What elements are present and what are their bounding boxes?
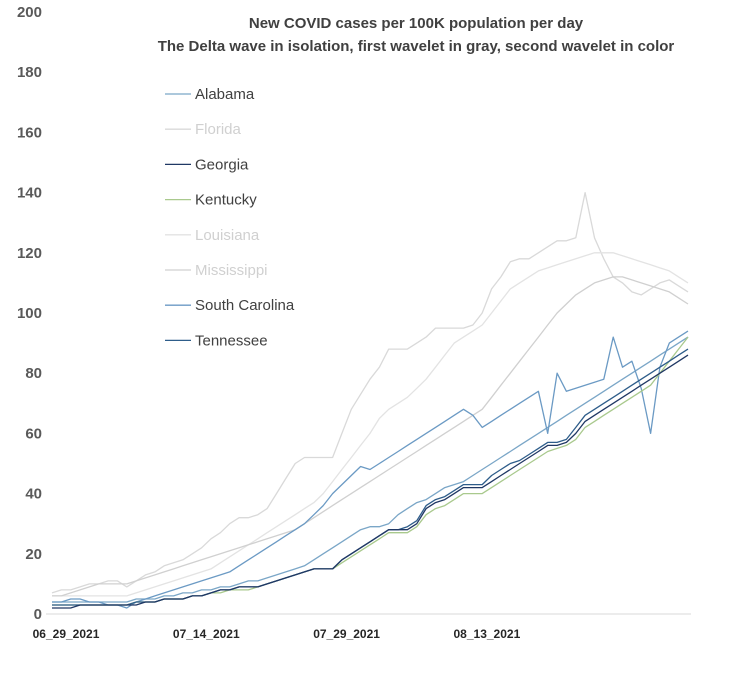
legend-label: Georgia	[195, 156, 249, 173]
series-line-south-carolina	[52, 330, 689, 609]
series-line-louisiana	[52, 252, 689, 597]
legend-label: Alabama	[195, 86, 255, 103]
y-axis: 0 20 40 60 80 100 120 140 160 180 200	[17, 4, 42, 623]
y-tick-label: 80	[25, 365, 42, 382]
legend-label: Florida	[195, 121, 242, 138]
series-line-tennessee	[52, 348, 689, 606]
y-tick-label: 140	[17, 185, 42, 202]
y-tick-label: 60	[25, 425, 42, 442]
legend-label: South Carolina	[195, 297, 295, 314]
y-tick-label: 160	[17, 124, 42, 141]
y-tick-label: 20	[25, 546, 42, 563]
y-tick-label: 180	[17, 64, 42, 81]
chart-title: New COVID cases per 100K population per …	[249, 15, 584, 32]
x-tick-label: 07_14_2021	[173, 627, 240, 641]
legend: Alabama Florida Georgia Kentucky Louisiana Mi…	[165, 86, 295, 349]
y-tick-label: 120	[17, 245, 42, 262]
x-axis: 06_29_2021 07_14_2021 07_29_2021 08_13_2021	[33, 627, 521, 641]
x-tick-label: 06_29_2021	[33, 627, 100, 641]
chart-subtitle: The Delta wave in isolation, first wavel…	[158, 38, 675, 55]
series-line-florida	[51, 191, 689, 594]
y-tick-label: 200	[17, 4, 42, 21]
series-line-alabama	[52, 336, 689, 603]
series-line-mississippi	[52, 276, 689, 597]
series-line-georgia	[52, 354, 689, 609]
y-tick-label: 40	[25, 486, 42, 503]
legend-label: Tennessee	[195, 332, 268, 349]
plot-area	[51, 191, 689, 609]
series-line-kentucky	[52, 336, 689, 606]
x-tick-label: 07_29_2021	[313, 627, 380, 641]
legend-label: Louisiana	[195, 227, 260, 244]
y-tick-label: 100	[17, 305, 42, 322]
legend-label: Mississippi	[195, 262, 268, 279]
y-tick-label: 0	[34, 606, 42, 623]
x-tick-label: 08_13_2021	[454, 627, 521, 641]
legend-label: Kentucky	[195, 192, 257, 209]
